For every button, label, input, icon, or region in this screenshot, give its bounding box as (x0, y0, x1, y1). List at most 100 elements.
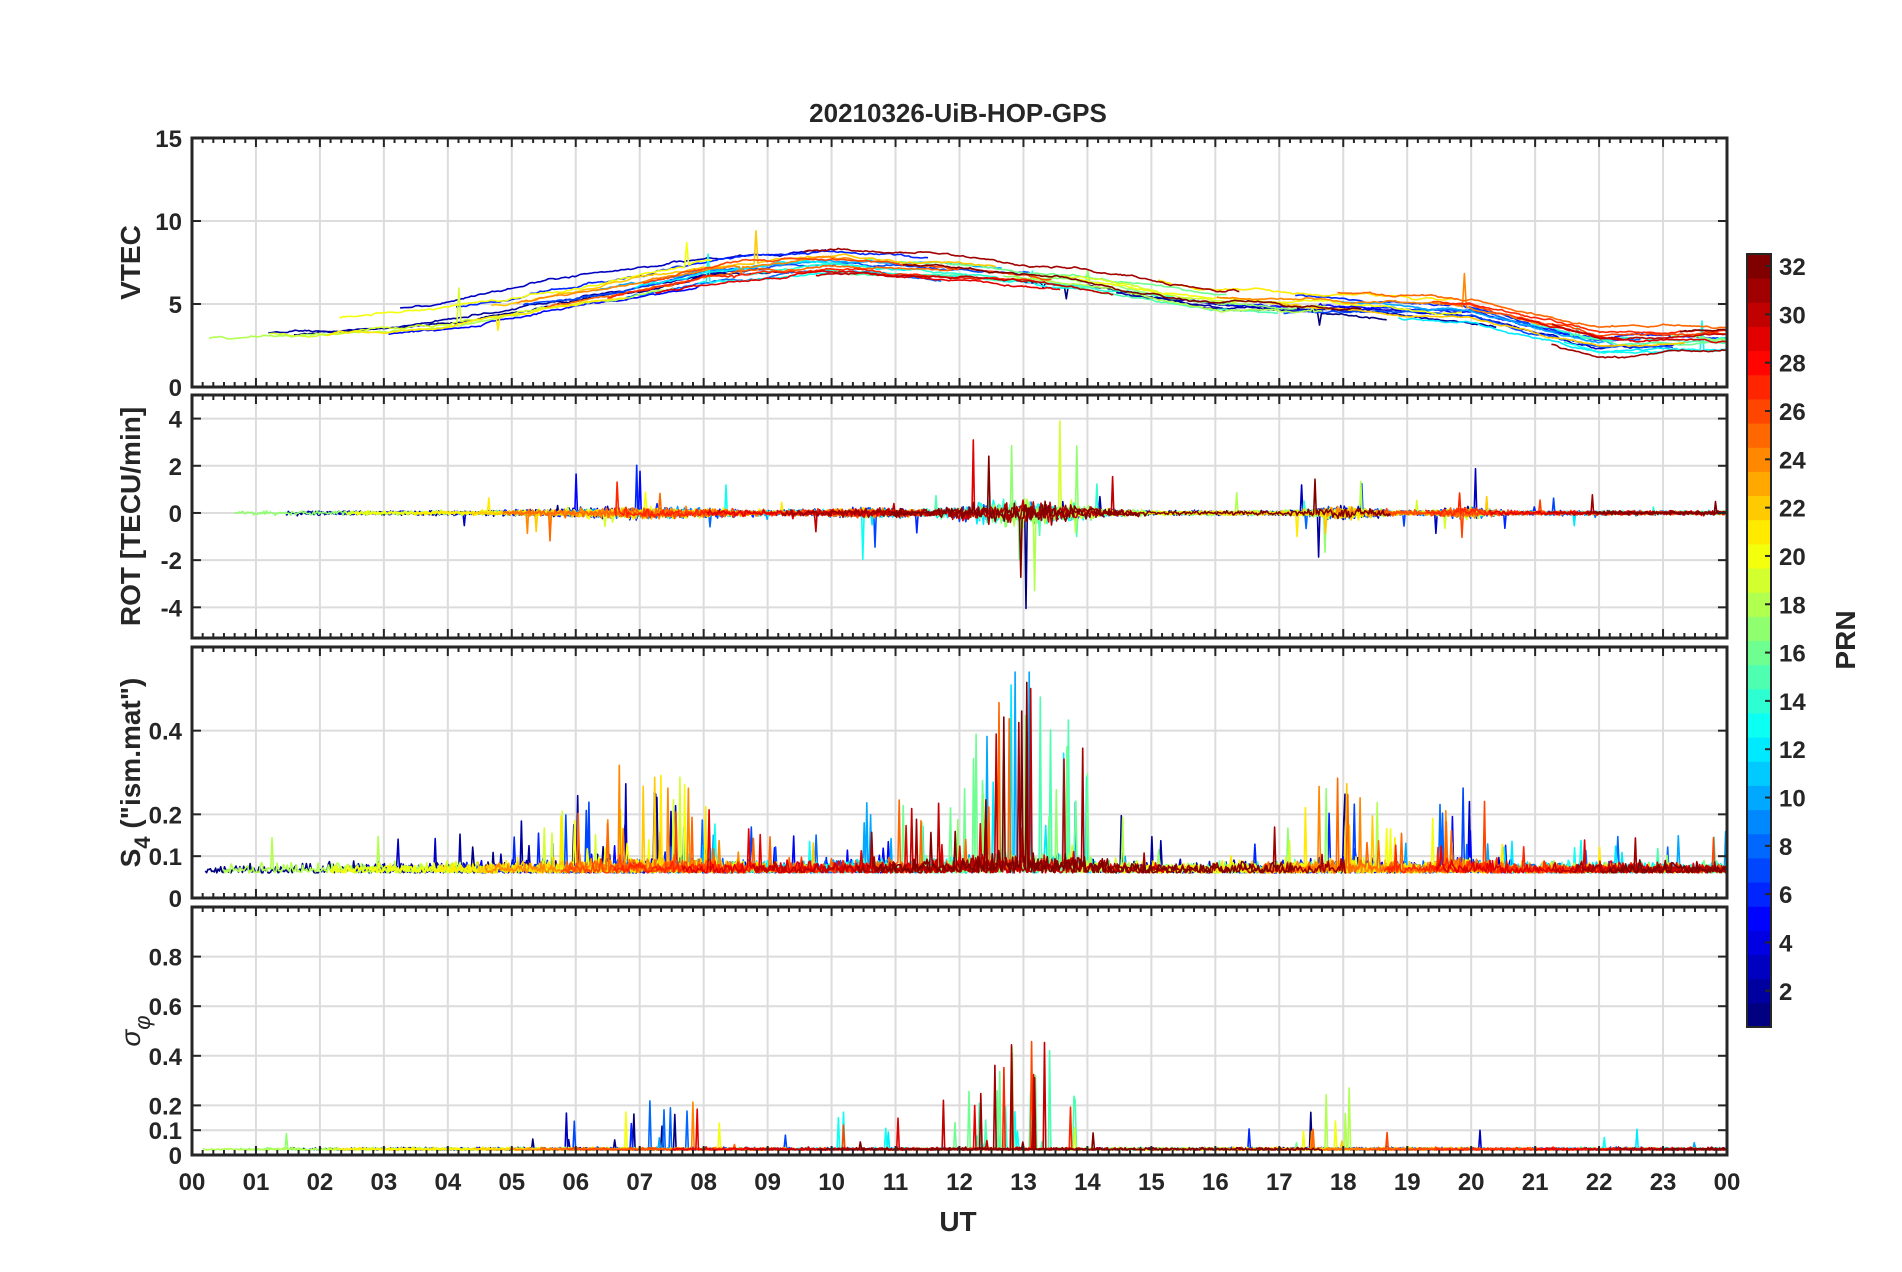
x-tick-label: 01 (243, 1169, 270, 1196)
x-tick-label: 19 (1394, 1169, 1421, 1196)
panel-4-traces (202, 1040, 1727, 1151)
y-tick-label: 0.6 (149, 994, 182, 1021)
prn-31-trace (1551, 343, 1727, 359)
x-tick-label: 04 (434, 1169, 461, 1196)
colorbar-segment (1747, 857, 1771, 883)
panel-4-minor-ticks (191, 907, 1728, 1155)
x-tick-label: 03 (371, 1169, 398, 1196)
prn-30-trace (815, 271, 1114, 296)
x-tick-label: 05 (498, 1169, 525, 1196)
x-tick-label: 20 (1458, 1169, 1485, 1196)
colorbar-segment (1747, 471, 1771, 497)
x-tick-label: 13 (1010, 1169, 1037, 1196)
prn-30-trace (1551, 323, 1727, 341)
panel-1-minor-ticks (191, 138, 1728, 387)
x-tick-label: 23 (1650, 1169, 1677, 1196)
colorbar-segment (1747, 712, 1771, 738)
prn-25-trace (546, 264, 952, 308)
prn-24-trace (484, 764, 742, 874)
y-tick-label: 10 (155, 209, 182, 236)
colorbar-tick-label: 10 (1779, 786, 1806, 813)
colorbar-tick-label: 26 (1779, 399, 1806, 426)
panel-3-minor-ticks (191, 647, 1728, 898)
prn-15-trace (1569, 325, 1726, 347)
prn-5-trace (388, 285, 700, 336)
prn-32-trace (1595, 500, 1727, 516)
panel-2-y-label: ROT [TECU/min] (115, 407, 146, 626)
colorbar-segment (1747, 374, 1771, 400)
prn-20-trace (339, 241, 712, 319)
panel-2: -4 -2 0 2 4 ROT [TECU/min] (115, 393, 1729, 640)
prn-20-trace (1062, 275, 1462, 316)
colorbar-tick-label: 28 (1779, 351, 1806, 378)
prn-26-trace (1431, 300, 1726, 337)
x-tick-label: 17 (1266, 1169, 1293, 1196)
colorbar-segment (1747, 954, 1771, 980)
colorbar-tick-label: 22 (1779, 496, 1806, 523)
panel-3-traces (204, 671, 1727, 874)
x-tick-label: 21 (1522, 1169, 1549, 1196)
prn-18-trace (1012, 277, 1323, 314)
colorbar-tick-label: 30 (1779, 302, 1806, 329)
y-tick-label: 0.2 (149, 1093, 182, 1120)
prn-31-trace (803, 247, 1240, 293)
colorbar-segment (1747, 1002, 1771, 1028)
panel-1: 0 5 10 15 VTEC (115, 126, 1729, 402)
prn-32-trace (1679, 328, 1726, 333)
colorbar-segment (1747, 809, 1771, 835)
y-tick-label: 15 (155, 126, 182, 153)
colorbar-tick-label: 16 (1779, 641, 1806, 668)
prn-21-trace (326, 296, 627, 337)
x-tick-label: 12 (946, 1169, 973, 1196)
chart-title: 20210326-UiB-HOP-GPS (809, 98, 1107, 128)
colorbar-tick-label: 14 (1779, 689, 1806, 716)
y-tick-label: -2 (161, 548, 182, 575)
prn-19-trace (268, 287, 584, 338)
prn-22-trace (1270, 302, 1686, 348)
prn-27-trace (1440, 301, 1727, 335)
panel-4: 00.10.2 0.4 0.6 0.8 σφ 00 01 02 03 04 05 06 07 08 09 10… (115, 905, 1741, 1196)
x-tick-label: 02 (307, 1169, 334, 1196)
y-tick-label: 4 (169, 407, 183, 434)
prn-32-trace (890, 455, 1392, 579)
x-tick-label: 06 (562, 1169, 589, 1196)
prn-12-trace (1398, 317, 1727, 354)
x-tick-label: 11 (883, 1169, 908, 1196)
panel-4-grid (191, 907, 1728, 1156)
colorbar-segment (1747, 906, 1771, 931)
y-tick-label: 0 (169, 1143, 182, 1170)
y-tick-label: 2 (169, 454, 182, 481)
prn-14-trace (745, 262, 1174, 298)
x-tick-label: 14 (1074, 1169, 1101, 1196)
y-tick-label: -4 (161, 595, 183, 622)
x-tick-label: 18 (1330, 1169, 1357, 1196)
colorbar-tick-label: 20 (1779, 544, 1806, 571)
colorbar-frame (1746, 253, 1772, 1028)
prn-27-trace (607, 267, 1038, 299)
prn-30-trace (797, 475, 1136, 533)
y-tick-label: 0.1 (149, 844, 182, 871)
colorbar-segment (1747, 519, 1771, 545)
x-tick-label: 22 (1586, 1169, 1613, 1196)
y-tick-label: 0 (169, 501, 182, 528)
prn-7-trace (1283, 309, 1674, 349)
colorbar-segment (1747, 568, 1771, 593)
y-tick-label: 0.1 (149, 1118, 182, 1145)
colorbar-label: PRN (1830, 610, 1861, 669)
x-tick-label: 00 (1714, 1169, 1741, 1196)
x-tick-label: 08 (690, 1169, 717, 1196)
colorbar-tick-label: 32 (1779, 254, 1806, 281)
colorbar-tick-label: 4 (1779, 930, 1793, 957)
y-tick-label: 0.4 (149, 719, 183, 746)
prn-29-trace (655, 270, 1061, 294)
panel-3: 0 0.1 0.2 0.4S4 ("ism.mat") (115, 645, 1729, 913)
colorbar-tick-label: 2 (1779, 979, 1792, 1006)
colorbar-tick-label: 24 (1779, 447, 1806, 474)
colorbar-segment (1747, 616, 1771, 641)
prn-31-trace (1573, 837, 1727, 874)
prn-32-trace (816, 1132, 1323, 1151)
